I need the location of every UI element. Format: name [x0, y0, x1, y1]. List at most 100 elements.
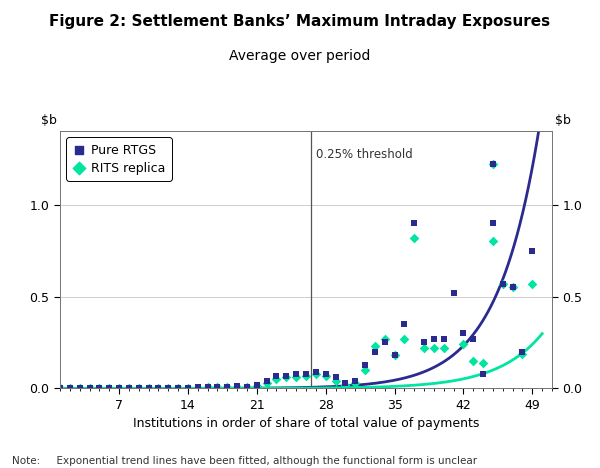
Point — [341, 379, 350, 387]
Point — [95, 385, 104, 392]
Point — [203, 383, 212, 390]
Point — [163, 384, 173, 391]
Point — [203, 383, 212, 391]
Point — [518, 350, 527, 357]
Point — [55, 384, 65, 391]
Point — [488, 238, 498, 245]
Point — [65, 385, 74, 392]
Point — [478, 370, 488, 378]
Text: 0.25% threshold: 0.25% threshold — [316, 147, 413, 161]
Point — [223, 383, 232, 391]
Point — [262, 377, 271, 385]
Point — [65, 384, 74, 392]
Point — [173, 384, 183, 391]
Point — [469, 357, 478, 365]
Point — [458, 341, 468, 348]
Point — [449, 289, 458, 297]
Point — [439, 344, 449, 352]
Point — [311, 370, 320, 378]
Point — [478, 359, 488, 366]
Point — [232, 382, 242, 389]
Point — [380, 339, 389, 346]
Legend: Pure RTGS, RITS replica: Pure RTGS, RITS replica — [66, 137, 172, 181]
Point — [75, 384, 85, 392]
Point — [390, 351, 400, 359]
Point — [409, 219, 419, 227]
Point — [85, 384, 94, 392]
Point — [429, 344, 439, 352]
Point — [134, 384, 143, 392]
Point — [350, 379, 360, 387]
Point — [469, 335, 478, 343]
Point — [390, 351, 400, 359]
Point — [301, 372, 311, 379]
Text: Note:     Exponential trend lines have been fitted, although the functional form: Note: Exponential trend lines have been … — [12, 456, 477, 466]
Point — [301, 370, 311, 378]
Point — [252, 381, 262, 388]
Point — [419, 339, 429, 346]
Point — [331, 377, 340, 385]
Point — [252, 382, 262, 389]
Point — [193, 384, 203, 391]
Text: $b: $b — [555, 114, 571, 127]
Point — [114, 384, 124, 392]
Point — [212, 383, 222, 391]
Point — [183, 384, 193, 391]
Point — [262, 379, 271, 387]
Point — [95, 384, 104, 392]
Point — [154, 384, 163, 392]
Point — [488, 161, 498, 168]
Point — [321, 370, 331, 378]
Point — [400, 335, 409, 343]
Point — [360, 366, 370, 374]
Point — [360, 361, 370, 368]
Point — [114, 384, 124, 392]
Point — [292, 370, 301, 378]
Point — [85, 385, 94, 392]
Point — [508, 284, 517, 291]
Point — [292, 373, 301, 381]
Point — [331, 373, 340, 381]
Point — [281, 372, 291, 379]
Point — [311, 368, 320, 376]
Point — [242, 383, 252, 390]
Point — [508, 284, 517, 291]
Point — [144, 385, 154, 392]
Point — [488, 161, 498, 168]
Point — [409, 234, 419, 241]
Point — [281, 373, 291, 381]
Point — [55, 384, 65, 392]
Point — [488, 219, 498, 227]
Point — [104, 385, 114, 392]
Point — [272, 375, 281, 383]
X-axis label: Institutions in order of share of total value of payments: Institutions in order of share of total … — [133, 417, 479, 431]
Point — [341, 381, 350, 388]
Point — [272, 372, 281, 379]
Text: $b: $b — [41, 114, 57, 127]
Point — [124, 385, 134, 392]
Point — [350, 377, 360, 385]
Point — [124, 384, 134, 392]
Text: Average over period: Average over period — [229, 49, 371, 63]
Point — [321, 372, 331, 379]
Point — [419, 344, 429, 352]
Point — [498, 280, 508, 287]
Point — [193, 383, 203, 391]
Point — [370, 348, 380, 355]
Point — [144, 384, 154, 392]
Point — [163, 384, 173, 392]
Point — [429, 335, 439, 343]
Point — [498, 280, 508, 287]
Point — [527, 247, 537, 254]
Text: Figure 2: Settlement Banks’ Maximum Intraday Exposures: Figure 2: Settlement Banks’ Maximum Intr… — [49, 14, 551, 29]
Point — [439, 335, 449, 343]
Point — [458, 329, 468, 337]
Point — [527, 280, 537, 287]
Point — [232, 383, 242, 390]
Point — [212, 383, 222, 390]
Point — [400, 320, 409, 328]
Point — [75, 384, 85, 392]
Point — [380, 335, 389, 343]
Point — [134, 384, 143, 392]
Point — [173, 384, 183, 392]
